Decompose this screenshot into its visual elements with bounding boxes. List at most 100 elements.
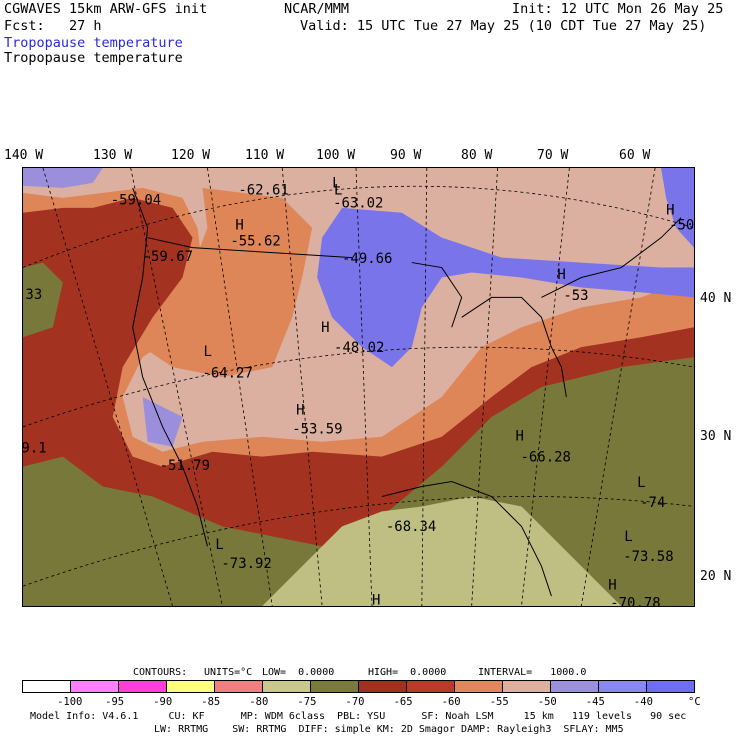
colorbar-tick-label: -65 [393,696,413,708]
high-marker: H [372,593,380,607]
colorbar-cell [455,681,503,692]
contour-value-label: -53 [563,288,588,304]
model-info-line1: Model Info: V4.6.1 CU: KF MP: WDM 6class… [30,711,687,722]
high-label: HIGH= 0.0000 [368,667,447,678]
low-marker: L [332,176,340,192]
high-marker: H [516,428,524,444]
colorbar-cell [71,681,119,692]
forecast-hour: Fcst: 27 h [4,18,102,34]
contour-value-label: -68.34 [386,519,436,535]
contours-label: CONTOURS: [133,667,188,678]
high-marker: H [235,217,243,233]
contour-value-label: -9.1 [22,440,47,456]
valid-time: Valid: 15 UTC Tue 27 May 25 (10 CDT Tue … [300,18,707,34]
colorbar-cell [599,681,647,692]
graticule [23,168,694,606]
lon-label: 80 W [461,148,493,163]
contour-value-label: -55.62 [230,233,280,249]
olive-region-west [23,262,63,338]
lat-label: 20 N [700,569,732,584]
lon-label: 90 W [390,148,422,163]
lat-label: 40 N [700,291,732,306]
init-time: Init: 12 UTC Mon 26 May 25 [512,1,724,17]
high-marker: H [557,267,565,283]
colorbar-tick-label: -95 [105,696,125,708]
contour-value-label: -70.78 [610,596,660,607]
colorbar-cell [503,681,551,692]
center-label: NCAR/MMM [284,1,350,17]
field-title-shaded: Tropopause temperature [4,35,183,51]
model-title: CGWAVES 15km ARW-GFS init [4,1,208,17]
blue-region [317,207,694,368]
contour-value-label: -73.58 [623,549,673,565]
coastlines [132,187,682,597]
lon-label: 120 W [171,148,211,163]
contour-value-label: -59.67 [143,249,193,265]
model-info-line2: LW: RRTMG SW: RRTMG DIFF: simple KM: 2D … [154,724,624,735]
colorbar-cell [407,681,455,692]
field-title-contour: Tropopause temperature [4,50,183,66]
colorbar-tick-label: -70 [345,696,365,708]
colorbar-tick-label: -55 [489,696,509,708]
contour-value-label: -74 [640,495,665,511]
high-marker: H [321,320,329,336]
contour-value-label: -63.02 [333,195,383,211]
colorbar-tick-label: -85 [201,696,221,708]
colorbar-cell [311,681,359,692]
lon-label: 60 W [619,148,651,163]
lon-label: 140 W [4,148,44,163]
contour-value-label: -53.59 [292,421,342,437]
blue-region-ne [661,168,694,248]
tropopause-temperature-map: L-62.61 L-63.02-59.04H-55.62H-50-59.67 -49… [22,167,695,607]
high-marker: H [608,578,616,594]
colorbar-cell [263,681,311,692]
khaki-region [262,496,622,606]
colorbar-tick-label: -40 [633,696,653,708]
colorbar-tick-label: -100 [57,696,83,708]
low-marker: L [624,529,632,545]
contour-value-label: -73.92 [221,556,271,572]
interval-label: INTERVAL= 1000.0 [478,667,587,678]
colorbar-cell [551,681,599,692]
colorbar-cell [23,681,71,692]
colorbar-tick-label: -60 [441,696,461,708]
colorbar-cell [215,681,263,692]
lat-label: 30 N [700,429,732,444]
purple-region-sw [142,396,183,447]
lon-label: 70 W [537,148,569,163]
contour-value-label: -51.79 [160,458,210,474]
colorbar-cell [167,681,215,692]
lon-label: 110 W [245,148,285,163]
low-marker: L [334,183,342,199]
contour-value-label: -62.61 [238,183,288,199]
low-marker: L [203,344,211,360]
colorbar [22,680,695,693]
map-labels: L-62.61 L-63.02-59.04H-55.62H-50-59.67 -49… [22,176,694,607]
low-marker: L [215,537,223,553]
contour-value-label: -33 [22,287,42,303]
colorbar-tick-label: -50 [537,696,557,708]
purple-region-nw [23,168,103,188]
contour-value-label: -59.04 [111,192,161,208]
low-marker: L [637,475,645,491]
colorbar-tick-label: -90 [153,696,173,708]
lon-label: 100 W [316,148,356,163]
colorbar-tick-label: -45 [585,696,605,708]
colorbar-tick-label: -75 [297,696,317,708]
high-marker: H [666,202,674,218]
colorbar-cell [119,681,167,692]
colorbar-cell [359,681,407,692]
colorbar-cell [647,681,694,692]
contour-value-label: -49.66 [342,251,392,267]
contour-value-label: -66.28 [521,449,571,465]
low-label: LOW= 0.0000 [262,667,335,678]
contour-value-label: -48.02 [334,340,384,356]
orange-plains [142,187,313,378]
units-label: UNITS=°C [204,667,253,678]
lon-label: 130 W [93,148,133,163]
colorbar-unit: °C [688,696,701,708]
colorbar-tick-label: -80 [249,696,269,708]
contour-value-label: -50 [669,217,694,233]
contour-value-label: -64.27 [202,366,252,382]
high-marker: H [296,403,304,419]
